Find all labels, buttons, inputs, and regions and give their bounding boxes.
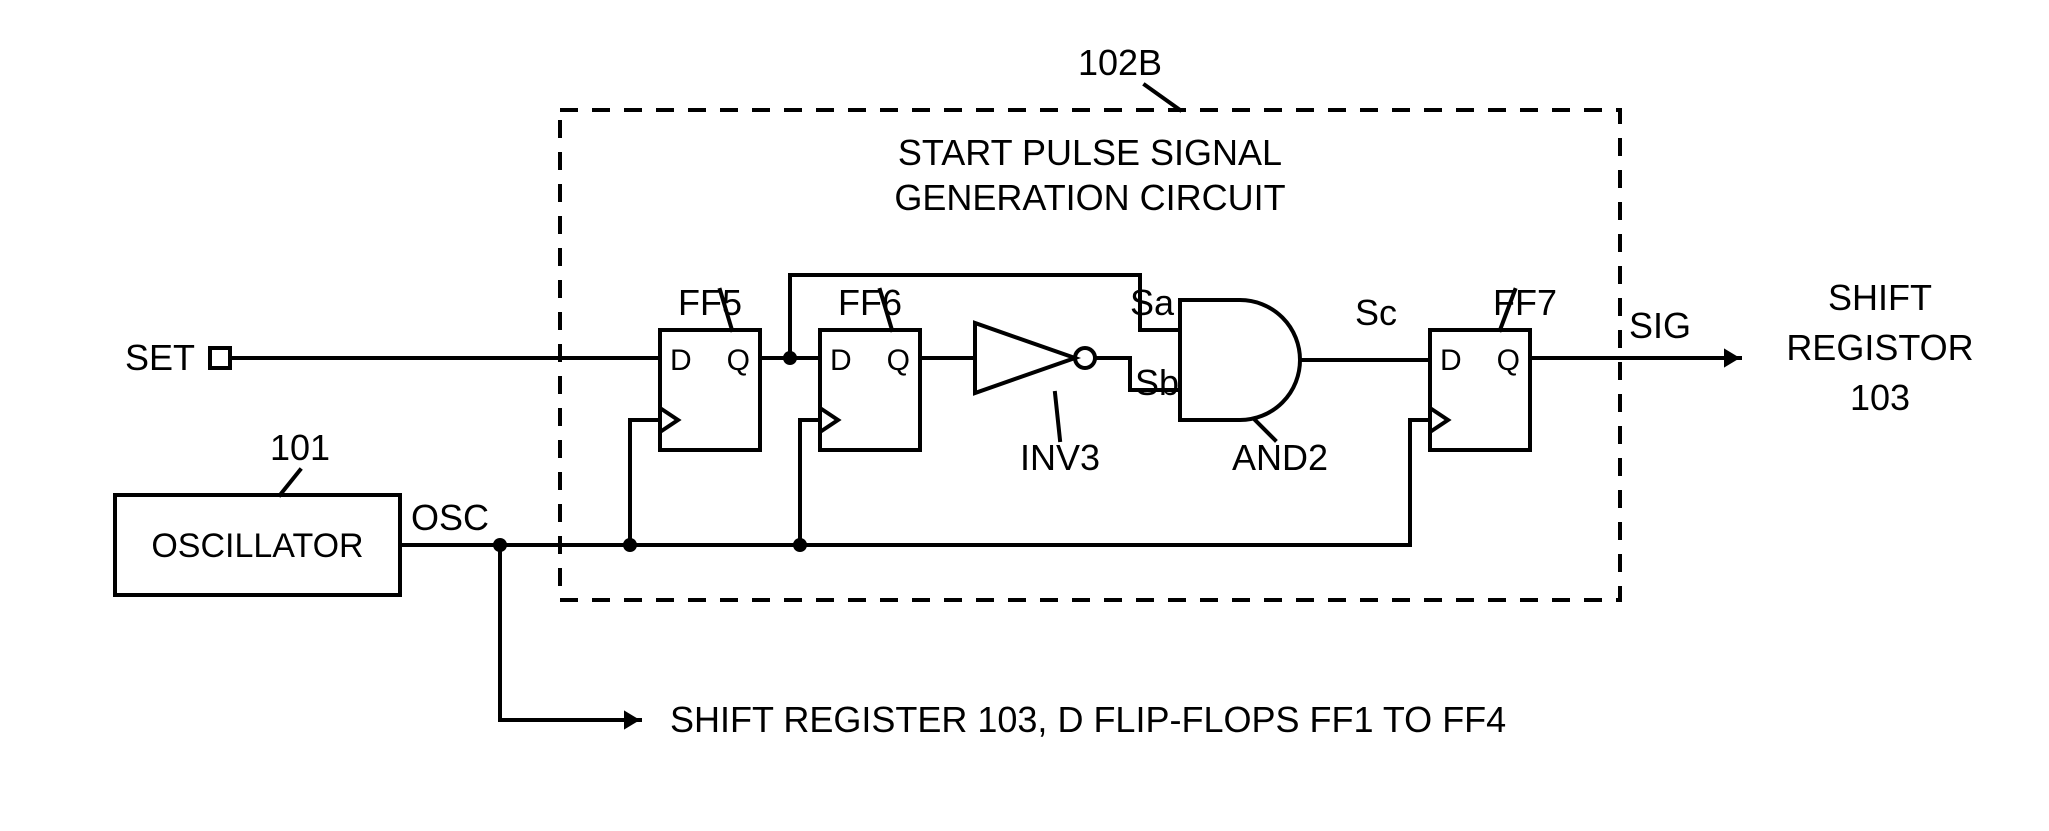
and2-label: AND2 bbox=[1232, 437, 1328, 478]
block-ref: 102B bbox=[1078, 42, 1162, 83]
branch-text: SHIFT REGISTER 103, D FLIP-FLOPS FF1 TO … bbox=[670, 699, 1506, 740]
osc-ref: 101 bbox=[270, 427, 330, 468]
ff6-d: D bbox=[830, 344, 852, 377]
sig-label: SIG bbox=[1629, 305, 1691, 346]
block-title-l1: START PULSE SIGNAL bbox=[898, 132, 1282, 173]
ff7-label: FF7 bbox=[1493, 282, 1557, 323]
sa-label: Sa bbox=[1130, 282, 1175, 323]
osc-label: OSC bbox=[411, 497, 489, 538]
oscillator-label: OSCILLATOR bbox=[151, 527, 363, 565]
block-title-l2: GENERATION CIRCUIT bbox=[894, 177, 1285, 218]
ff6-label: FF6 bbox=[838, 282, 902, 323]
inv3-label: INV3 bbox=[1020, 437, 1100, 478]
sb-label: Sb bbox=[1135, 362, 1179, 403]
sc-label: Sc bbox=[1355, 292, 1397, 333]
ff5-d: D bbox=[670, 344, 692, 377]
set-pad bbox=[210, 348, 230, 368]
ff5-q: Q bbox=[727, 344, 750, 377]
ff5-label: FF5 bbox=[678, 282, 742, 323]
shift-reg-l1: SHIFT bbox=[1828, 277, 1932, 318]
ff6-q: Q bbox=[887, 344, 910, 377]
and2 bbox=[1180, 300, 1300, 420]
inv3 bbox=[975, 323, 1075, 393]
ff7-q: Q bbox=[1497, 344, 1520, 377]
set-label: SET bbox=[125, 337, 195, 378]
shift-reg-l3: 103 bbox=[1850, 377, 1910, 418]
ff7-d: D bbox=[1440, 344, 1462, 377]
shift-reg-l2: REGISTOR bbox=[1786, 327, 1973, 368]
